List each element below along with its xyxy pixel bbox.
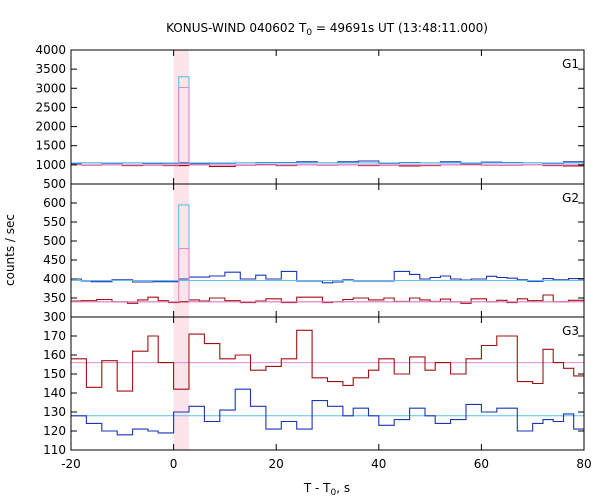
y-tick-label: 140 bbox=[43, 386, 66, 400]
y-tick-label: 500 bbox=[43, 234, 66, 248]
series-light-blue bbox=[71, 204, 584, 282]
series-blue bbox=[71, 270, 584, 284]
y-tick-label: 170 bbox=[43, 329, 66, 343]
y-tick-label: 500 bbox=[43, 177, 66, 191]
x-tick-label: 40 bbox=[371, 457, 386, 471]
panel-label: G1 bbox=[562, 57, 579, 71]
y-tick-label: 450 bbox=[43, 253, 66, 267]
x-tick-label: -20 bbox=[61, 457, 81, 471]
chart-title-subscript: 0 bbox=[306, 28, 312, 38]
y-tick-label: 600 bbox=[43, 196, 66, 210]
y-tick-label: 3500 bbox=[35, 62, 66, 76]
x-axis-label: T - T0, s bbox=[303, 481, 350, 498]
x-axis-label-subscript: 0 bbox=[331, 488, 337, 498]
panel-g2: 300 350 400 450 500 550 600 G2 bbox=[43, 183, 585, 324]
y-tick-label: 120 bbox=[43, 424, 66, 438]
trigger-highlight-band bbox=[173, 317, 189, 450]
panel-frame bbox=[70, 316, 585, 451]
y-tick-label: 2500 bbox=[35, 100, 66, 114]
x-tick-label: 0 bbox=[170, 457, 178, 471]
y-tick-label: 400 bbox=[43, 272, 66, 286]
y-tick-label: 350 bbox=[43, 291, 66, 305]
x-axis-label-main: T - T bbox=[303, 481, 331, 495]
series-pink bbox=[71, 86, 584, 166]
y-tick-label: 150 bbox=[43, 367, 66, 381]
chart-panels: 5001000150020002500300035004000G13003504… bbox=[35, 43, 591, 471]
y-tick-label: 4000 bbox=[35, 43, 66, 57]
chart-title-rest: = 49691s UT (13:48:11.000) bbox=[312, 21, 488, 35]
trigger-highlight-band bbox=[173, 50, 189, 184]
panel-label: G3 bbox=[562, 324, 579, 338]
y-axis-label: counts / sec bbox=[3, 214, 17, 286]
panel-g3: 110 120 130 140 150 160 170 G3 bbox=[43, 316, 585, 457]
series-blue bbox=[71, 388, 584, 436]
y-tick-label: 550 bbox=[43, 215, 66, 229]
y-tick-label: 1500 bbox=[35, 139, 66, 153]
y-tick-label: 2000 bbox=[35, 120, 66, 134]
series-pink bbox=[71, 248, 584, 303]
y-tick-label: 300 bbox=[43, 310, 66, 324]
y-tick-label: 3000 bbox=[35, 81, 66, 95]
y-tick-label: 130 bbox=[43, 405, 66, 419]
chart-title-main: KONUS-WIND 040602 T bbox=[166, 21, 307, 35]
series-light-blue bbox=[71, 76, 584, 164]
y-tick-label: 110 bbox=[43, 443, 66, 457]
y-tick-label: 1000 bbox=[35, 158, 66, 172]
series-red bbox=[71, 329, 584, 392]
x-tick-label: 20 bbox=[269, 457, 284, 471]
x-tick-label: 60 bbox=[474, 457, 489, 471]
x-axis-label-rest: , s bbox=[336, 481, 350, 495]
chart-title: KONUS-WIND 040602 T0 = 49691s UT (13:48:… bbox=[166, 21, 488, 38]
panel-label: G2 bbox=[562, 191, 579, 205]
y-tick-label: 160 bbox=[43, 348, 66, 362]
x-tick-label: 80 bbox=[576, 457, 591, 471]
panel-g1: 500 1000 1500 2000 2500 3000 3500 4000 G1 bbox=[35, 43, 585, 191]
trigger-highlight-band bbox=[173, 184, 189, 317]
